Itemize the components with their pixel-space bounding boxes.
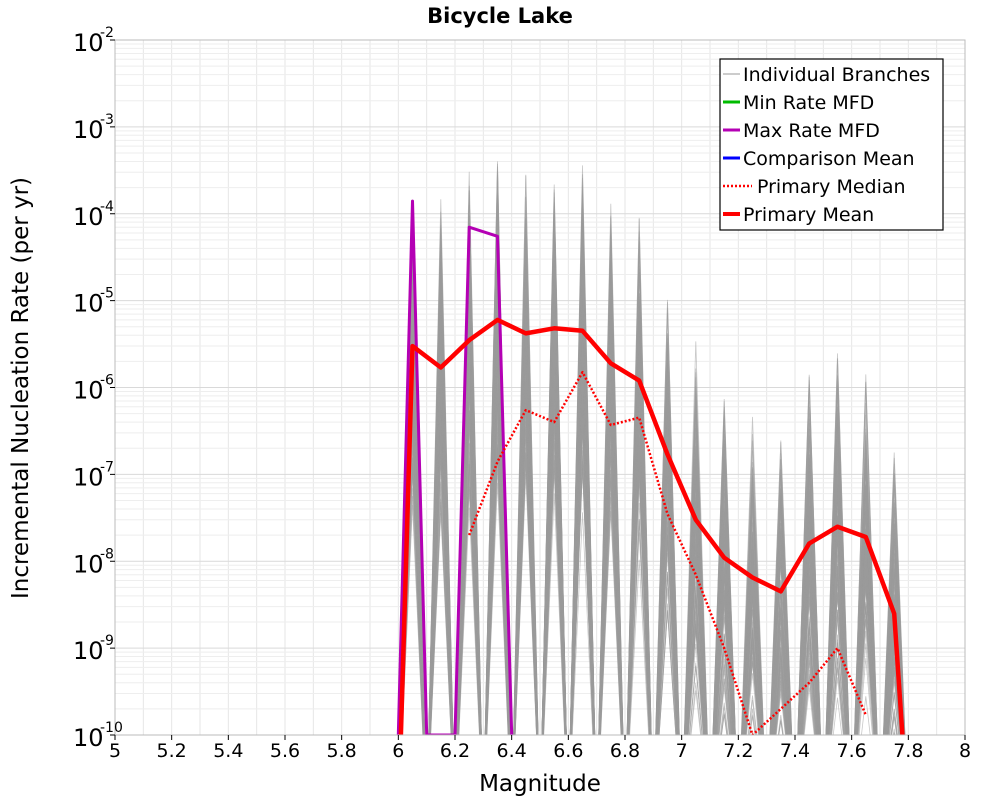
legend-label-min-rate-mfd: Min Rate MFD (743, 92, 874, 114)
y-tick-exponent: -3 (100, 112, 114, 128)
x-tick-label: 5.8 (327, 740, 357, 762)
y-tick-base: 10 (73, 724, 104, 752)
y-tick-exponent: -2 (100, 25, 114, 41)
primary-median-line (468, 370, 867, 735)
y-tick-exponent: -10 (100, 720, 123, 736)
series-lines (396, 199, 905, 735)
legend-label-primary-mean: Primary Mean (743, 204, 874, 226)
legend-label-primary-median: Primary Median (757, 176, 906, 198)
y-tick-base: 10 (73, 116, 104, 144)
x-tick-label: 8 (959, 740, 971, 762)
y-tick-base: 10 (73, 550, 104, 578)
x-tick-label: 6 (392, 740, 404, 762)
y-tick-base: 10 (73, 29, 104, 57)
y-tick-base: 10 (73, 463, 104, 491)
x-tick-label: 5.6 (270, 740, 300, 762)
x-tick-label: 7.4 (780, 740, 810, 762)
x-tick-label: 7.2 (723, 740, 753, 762)
y-tick-base: 10 (73, 377, 104, 405)
y-tick-exponent: -8 (100, 546, 114, 562)
x-tick-label: 7 (676, 740, 688, 762)
x-tick-label: 7.6 (837, 740, 867, 762)
x-tick-label: 5 (109, 740, 121, 762)
x-tick-label: 7.8 (893, 740, 923, 762)
x-axis-title: Magnitude (479, 771, 601, 797)
y-tick-exponent: -4 (100, 199, 114, 215)
x-tick-label: 5.2 (157, 740, 187, 762)
legend: Individual Branches Min Rate MFD Max Rate … (719, 58, 944, 231)
chart-title: Bicycle Lake (427, 4, 573, 28)
x-axis-ticks: 5 5.2 5.4 5.6 5.8 6 6.2 6.4 6.6 6.8 7 7.2 7.4 7.6 7.8 8 (109, 735, 971, 762)
y-axis-title: Incremental Nucleation Rate (per yr) (8, 177, 34, 599)
legend-label-comparison-mean: Comparison Mean (743, 148, 915, 170)
y-tick-exponent: -7 (100, 459, 114, 475)
primary-mean-line (398, 317, 905, 735)
x-tick-label: 5.4 (213, 740, 243, 762)
x-tick-label: 6.6 (553, 740, 583, 762)
legend-box (719, 58, 944, 231)
max-rate-mfd-line (396, 199, 514, 735)
y-tick-base: 10 (73, 637, 104, 665)
y-tick-base: 10 (73, 203, 104, 231)
y-tick-exponent: -9 (100, 633, 114, 649)
legend-label-individual-branches: Individual Branches (743, 64, 930, 86)
x-tick-label: 6.2 (440, 740, 470, 762)
y-tick-exponent: -5 (100, 286, 114, 302)
y-tick-base: 10 (73, 290, 104, 318)
x-tick-label: 6.8 (610, 740, 640, 762)
x-tick-label: 6.4 (497, 740, 527, 762)
legend-label-max-rate-mfd: Max Rate MFD (743, 120, 880, 142)
y-tick-exponent: -6 (100, 373, 114, 389)
